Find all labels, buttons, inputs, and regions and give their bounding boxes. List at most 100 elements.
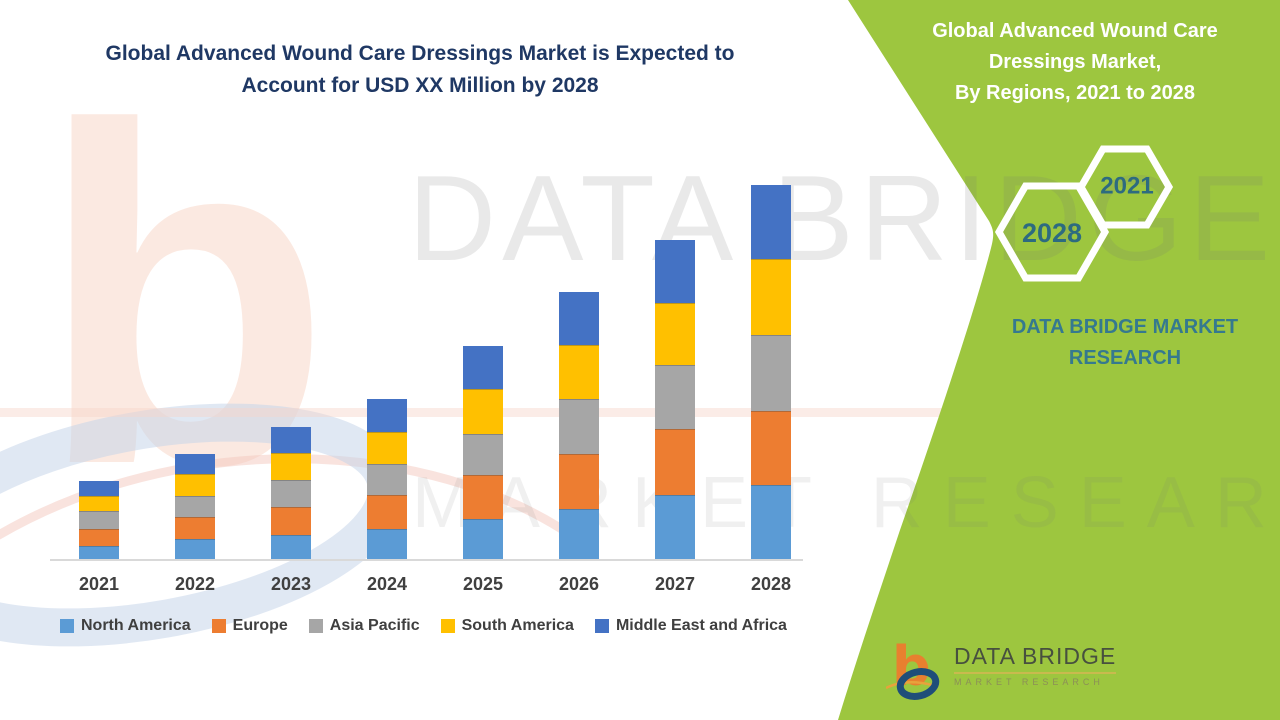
chart-title-line1: Global Advanced Wound Care Dressings Mar…	[105, 42, 735, 65]
bar-segment-middle-east-and-africa	[367, 399, 407, 432]
bar-segment-south-america	[271, 453, 311, 480]
legend-item-south-america: South America	[440, 617, 574, 635]
bar-column-2022	[147, 160, 243, 560]
company-logo: b DATA BRIDGE MARKET RESEARCH	[886, 638, 1117, 700]
x-axis-label-2026: 2026	[558, 574, 600, 594]
company-logo-text: DATA BRIDGE MARKET RESEARCH	[954, 638, 1117, 687]
bar-column-2028	[723, 160, 819, 560]
bar-segment-asia-pacific	[655, 365, 695, 429]
bar-segment-europe	[367, 495, 407, 529]
bar-segment-asia-pacific	[367, 464, 407, 495]
bar-column-2026	[531, 160, 627, 560]
bar-segment-europe	[463, 475, 503, 519]
legend-swatch-asia-pacific	[308, 619, 323, 633]
bar-segment-asia-pacific	[271, 480, 311, 507]
bar-segment-europe	[175, 517, 215, 539]
bar-segment-north-america	[559, 509, 599, 560]
bar-column-2021	[51, 160, 147, 560]
bar-segment-middle-east-and-africa	[271, 427, 311, 453]
bar-segment-south-america	[463, 389, 503, 434]
stacked-bar-2026	[559, 292, 599, 560]
watermark-text-data-bridge: DATA BRIDGE	[408, 150, 1277, 286]
bar-segment-north-america	[367, 529, 407, 560]
legend-label-south-america: South America	[461, 617, 574, 634]
legend-label-north-america: North America	[81, 617, 191, 634]
x-axis-label-2028: 2028	[750, 574, 792, 594]
bar-segment-europe	[271, 507, 311, 535]
x-axis-labels: 2021 2022 2023 2024 2025 2026 2027 2028	[51, 574, 819, 595]
bar-segment-north-america	[271, 535, 311, 560]
legend-item-europe: Europe	[211, 617, 288, 635]
stacked-bar-2023	[271, 427, 311, 560]
x-axis-label-2027: 2027	[654, 574, 696, 594]
logo-orange-underswoosh	[886, 681, 933, 690]
bar-segment-europe	[655, 429, 695, 495]
side-panel-title: Global Advanced Wound Care Dressings Mar…	[920, 16, 1230, 109]
bar-segment-north-america	[175, 539, 215, 560]
watermark-text-market-research: MARKET RESEARCH	[412, 463, 1280, 543]
legend-swatch-middle-east-and-africa	[594, 619, 609, 633]
bar-segment-south-america	[367, 432, 407, 464]
hexagon-2021-label: 2021	[1100, 172, 1153, 199]
year-hexagons: 2021 2028	[994, 145, 1174, 282]
bar-segment-north-america	[655, 495, 695, 560]
bar-segment-middle-east-and-africa	[79, 481, 119, 496]
x-axis-label-2025: 2025	[462, 574, 504, 594]
brand-text: DATA BRIDGE MARKET RESEARCH	[1011, 316, 1239, 369]
bar-segment-north-america	[79, 546, 119, 560]
bar-segment-south-america	[559, 345, 599, 399]
bar-segment-middle-east-and-africa	[463, 346, 503, 389]
bar-chart	[51, 160, 819, 560]
stacked-bar-2021	[79, 481, 119, 560]
bar-segment-asia-pacific	[559, 399, 599, 454]
bar-segment-middle-east-and-africa	[559, 292, 599, 345]
stacked-bar-2025	[463, 346, 503, 560]
company-logo-name: DATA BRIDGE	[954, 644, 1117, 674]
bar-segment-europe	[751, 411, 791, 485]
legend-swatch-north-america	[60, 619, 74, 633]
x-axis-label-2023: 2023	[270, 574, 312, 594]
bar-segment-south-america	[79, 496, 119, 511]
bar-segment-south-america	[751, 259, 791, 335]
stacked-bar-2022	[175, 454, 215, 560]
bar-column-2024	[339, 160, 435, 560]
bar-column-2025	[435, 160, 531, 560]
x-axis-label-2021: 2021	[78, 574, 120, 594]
bar-segment-asia-pacific	[79, 511, 119, 529]
x-axis-line	[50, 559, 803, 561]
bar-segment-middle-east-and-africa	[175, 454, 215, 474]
bar-segment-middle-east-and-africa	[655, 240, 695, 303]
stacked-bar-2024	[367, 399, 407, 560]
bar-segment-asia-pacific	[175, 496, 215, 517]
company-logo-icon: b	[886, 638, 940, 700]
legend: North America Europe Asia Pacific South Ame…	[60, 617, 787, 635]
bar-segment-europe	[559, 454, 599, 509]
chart-title: Global Advanced Wound Care Dressings Mar…	[35, 38, 805, 102]
bar-segment-south-america	[655, 303, 695, 365]
legend-swatch-south-america	[440, 619, 455, 633]
logo-blue-swoosh	[896, 668, 940, 700]
bar-segment-asia-pacific	[463, 434, 503, 475]
stacked-bar-2028	[751, 185, 791, 560]
bar-segment-south-america	[175, 474, 215, 496]
bar-column-2023	[243, 160, 339, 560]
hexagon-2028-label: 2028	[1022, 218, 1082, 248]
side-panel-title-line1: Global Advanced Wound Care	[932, 20, 1218, 42]
bar-segment-north-america	[463, 519, 503, 560]
bar-segment-asia-pacific	[751, 335, 791, 411]
bar-segment-europe	[79, 529, 119, 546]
side-panel-title-line2: Dressings Market,	[988, 51, 1162, 73]
legend-item-north-america: North America	[60, 617, 191, 635]
bar-column-2027	[627, 160, 723, 560]
bar-segment-north-america	[751, 485, 791, 560]
legend-label-asia-pacific: Asia Pacific	[329, 617, 420, 634]
bar-segment-middle-east-and-africa	[751, 185, 791, 259]
x-axis-label-2024: 2024	[366, 574, 408, 594]
company-logo-subtitle: MARKET RESEARCH	[954, 677, 1104, 687]
chart-title-line2: Account for USD XX Million by 2028	[241, 74, 599, 97]
side-panel-title-line3: By Regions, 2021 to 2028	[954, 82, 1196, 104]
legend-item-middle-east-and-africa: Middle East and Africa	[594, 617, 787, 635]
x-axis-label-2022: 2022	[174, 574, 216, 594]
